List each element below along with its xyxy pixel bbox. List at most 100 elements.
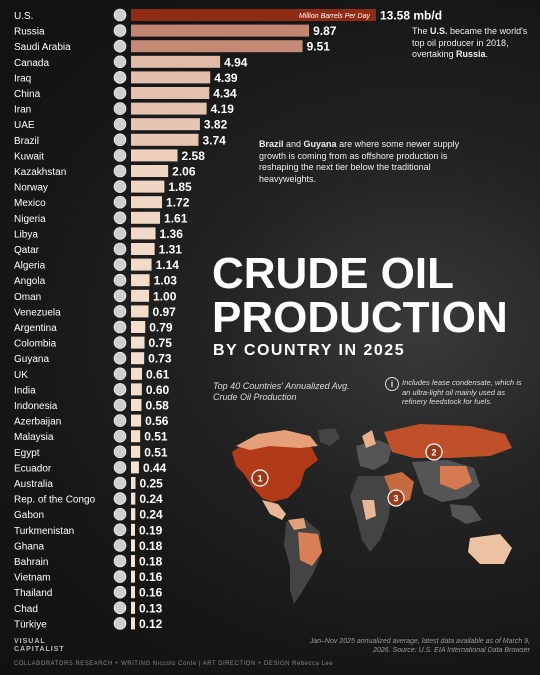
country-label: Mexico — [14, 198, 46, 209]
map-brazil — [298, 532, 322, 566]
flag-icon — [113, 585, 127, 599]
value-label: 0.18 — [139, 539, 163, 553]
bar — [131, 40, 303, 53]
value-label: 0.16 — [139, 570, 163, 584]
flag-icon — [113, 211, 127, 225]
map-russia — [384, 424, 512, 458]
bar — [131, 430, 141, 443]
bar — [131, 289, 150, 302]
value-label: 1.72 — [166, 196, 190, 210]
country-label: Colombia — [14, 339, 57, 350]
value-label: 2.58 — [182, 149, 206, 163]
country-label: Türkiye — [14, 619, 47, 630]
value-label: 1.61 — [164, 211, 188, 225]
value-label: 0.12 — [139, 617, 163, 631]
flag-icon — [113, 273, 127, 287]
bar — [131, 523, 135, 536]
flag-icon — [113, 102, 127, 115]
bar — [131, 258, 152, 271]
map-norway — [362, 430, 376, 448]
bar — [131, 367, 143, 380]
flag-icon — [113, 55, 127, 69]
value-label: 0.75 — [149, 336, 173, 350]
country-label: Bahrain — [14, 557, 48, 568]
flag-icon — [113, 367, 127, 381]
bar — [131, 414, 142, 427]
value-label: 0.24 — [139, 508, 163, 522]
value-label: 0.13 — [139, 601, 163, 615]
map-marker-label: 1 — [257, 474, 262, 484]
value-label: 0.58 — [145, 399, 169, 413]
country-label: Venezuela — [14, 307, 61, 318]
map-canada — [236, 430, 318, 450]
map-mexico — [262, 500, 286, 520]
bar — [131, 555, 135, 567]
country-label: Ecuador — [14, 463, 52, 474]
bar — [131, 539, 135, 552]
country-label: Iraq — [14, 73, 31, 84]
title-line-3: BY COUNTRY IN 2025 — [213, 342, 406, 359]
country-label: Rep. of the Congo — [14, 495, 96, 506]
value-label: 4.39 — [214, 71, 238, 85]
flag-icon — [113, 601, 127, 615]
country-label: Argentina — [14, 323, 57, 334]
country-label: Canada — [14, 58, 49, 69]
country-label: Vietnam — [14, 573, 51, 584]
value-label: 1.14 — [156, 258, 180, 272]
bar — [131, 211, 161, 224]
map-north-america — [232, 436, 318, 502]
subtitle: Top 40 Countries' Annualized Avg. Crude … — [213, 381, 350, 402]
bar — [131, 445, 141, 458]
bar — [131, 477, 136, 489]
flag-icon — [113, 461, 127, 474]
value-label: 3.82 — [204, 118, 228, 132]
bar — [131, 180, 165, 193]
bar — [131, 336, 145, 349]
bar — [131, 227, 156, 240]
value-label: 4.94 — [224, 55, 248, 69]
value-label: 1.00 — [153, 289, 177, 303]
bar — [131, 461, 139, 474]
flag-icon — [113, 320, 127, 334]
country-label: Iran — [14, 105, 31, 116]
bar — [131, 321, 146, 333]
flag-icon — [113, 336, 127, 349]
bar — [131, 133, 199, 146]
value-label: 2.06 — [172, 165, 196, 179]
flag-icon — [113, 180, 127, 193]
country-label: UK — [14, 370, 28, 381]
country-label: Brazil — [14, 136, 39, 147]
flag-icon — [113, 351, 127, 365]
flag-icon — [113, 164, 127, 178]
brazil-annotation-post: are where some newer supply growth is co… — [259, 139, 460, 184]
country-label: China — [14, 89, 41, 100]
country-label: Ghana — [14, 541, 44, 552]
value-label: 1.36 — [160, 227, 184, 241]
country-label: U.S. — [14, 11, 33, 22]
flag-icon — [113, 383, 127, 396]
country-label: Russia — [14, 27, 45, 38]
country-label: India — [14, 385, 36, 396]
country-label: Angola — [14, 276, 46, 287]
value-label: 13.58 mb/d — [380, 9, 442, 23]
value-label: 0.79 — [149, 321, 173, 335]
country-label: Chad — [14, 604, 38, 615]
country-label: Thailand — [14, 588, 52, 599]
country-label: Qatar — [14, 245, 40, 256]
country-label: Australia — [14, 479, 53, 490]
value-label: 9.87 — [313, 24, 337, 38]
country-label: Saudi Arabia — [14, 42, 71, 53]
us-annotation-bold2: Russia — [456, 49, 486, 59]
flag-icon — [113, 227, 127, 240]
flag-icon — [113, 305, 127, 318]
brazil-annotation: Brazil and Guyana are where some newer s… — [259, 139, 484, 185]
bar — [131, 352, 145, 365]
flag-icon — [113, 8, 127, 22]
flag-icon — [113, 39, 127, 53]
country-label: Gabon — [14, 510, 44, 521]
bar — [131, 55, 221, 68]
value-label: 0.19 — [139, 523, 163, 537]
flag-icon — [113, 445, 127, 459]
flag-icon — [113, 195, 127, 209]
